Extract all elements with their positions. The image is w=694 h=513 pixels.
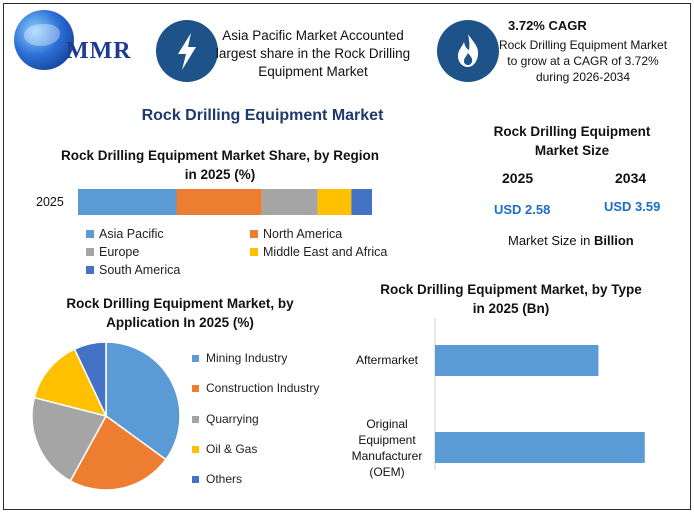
type-label-oem: Original Equipment Manufacturer (OEM) [344,416,430,480]
legend-middle-east-africa: Middle East and Africa [250,245,387,259]
region-bar-segment-south-america [351,189,372,215]
region-chart-title: Rock Drilling Equipment Market Share, by… [60,148,380,182]
legend-label: Quarrying [206,412,259,426]
flame-icon [458,34,479,67]
application-pie-chart [31,341,181,491]
type-label-oem-line: Manufacturer [351,449,423,463]
region-stacked-bar [78,189,372,215]
logo-text: MMR [66,38,132,64]
legend-swatch [86,248,94,256]
type-label-oem-line: Original [366,417,408,431]
legend-label: Mining Industry [206,351,288,365]
market-size-note: Market Size in Billion [508,233,634,248]
legend-swatch [86,230,94,238]
type-label-oem-line: Equipment [358,433,416,447]
region-bar-segment-europe [261,189,318,215]
market-size-value-2025: USD 2.58 [494,202,551,217]
infographic-frame [3,3,691,510]
legend-label: South America [99,263,181,277]
legend-swatch [192,354,199,362]
region-bar-segment-middle-east-and-africa [317,189,352,215]
market-size-note-unit: Billion [593,233,634,248]
lightning-badge [156,20,218,82]
pie-slice-oil-gas [33,348,108,418]
legend-label: Asia Pacific [99,227,164,241]
legend-label: Construction Industry [206,381,320,395]
market-size-note-prefix: Market Size in [508,233,594,248]
legend-label: Europe [99,245,140,259]
legend-swatch [192,384,199,392]
cagr-text: Rock Drilling Equipment Market to grow a… [498,38,668,84]
pie-legend-construction: Construction Industry [192,381,319,395]
legend-label: Others [206,472,243,486]
pie-legend-others: Others [192,472,242,486]
legend-swatch [192,475,199,483]
legend-swatch [86,266,94,274]
legend-label: North America [263,227,343,241]
region-bar-segment-north-america [176,189,262,215]
pie-slice-others [73,341,107,417]
type-bar-oem [435,432,645,463]
pie-legend-quarrying: Quarrying [192,412,259,426]
market-size-year-2034: 2034 [615,170,647,186]
flame-badge [437,20,499,82]
type-bar-chart [434,318,645,470]
pie-legend-mining: Mining Industry [192,351,287,365]
type-label-oem-line: (OEM) [369,465,405,479]
type-chart-title: Rock Drilling Equipment Market, by Type … [380,282,642,316]
legend-swatch [192,445,199,453]
globe-logo-icon [14,10,74,70]
pie-slice-mining-industry [105,341,181,461]
legend-south-america: South America [86,263,180,277]
legend-asia-pacific: Asia Pacific [86,227,164,241]
legend-label: Middle East and Africa [263,245,388,259]
lightning-icon [178,33,196,70]
legend-label: Oil & Gas [206,442,258,456]
region-share-text: Asia Pacific Market Accounted largest sh… [215,28,411,79]
cagr-title: 3.72% CAGR [508,18,587,33]
legend-north-america: North America [250,227,342,241]
legend-swatch [250,248,258,256]
pie-legend-oil-gas: Oil & Gas [192,442,257,456]
pie-slice-quarrying [31,396,108,482]
type-bar-aftermarket [435,345,599,376]
legend-swatch [192,415,199,423]
main-title: Rock Drilling Equipment Market [141,107,384,124]
type-label-aftermarket: Aftermarket [355,353,418,367]
application-chart-title: Rock Drilling Equipment Market, by Appli… [66,296,294,330]
region-bar-segment-asia-pacific [78,189,177,215]
market-size-year-2025: 2025 [502,170,534,186]
region-bar-year-label: 2025 [36,195,64,209]
legend-europe: Europe [86,245,139,259]
pie-slice-construction-industry [69,414,167,491]
market-size-title: Rock Drilling Equipment Market Size [493,124,651,158]
legend-swatch [250,230,258,238]
market-size-value-2034: USD 3.59 [604,199,661,214]
